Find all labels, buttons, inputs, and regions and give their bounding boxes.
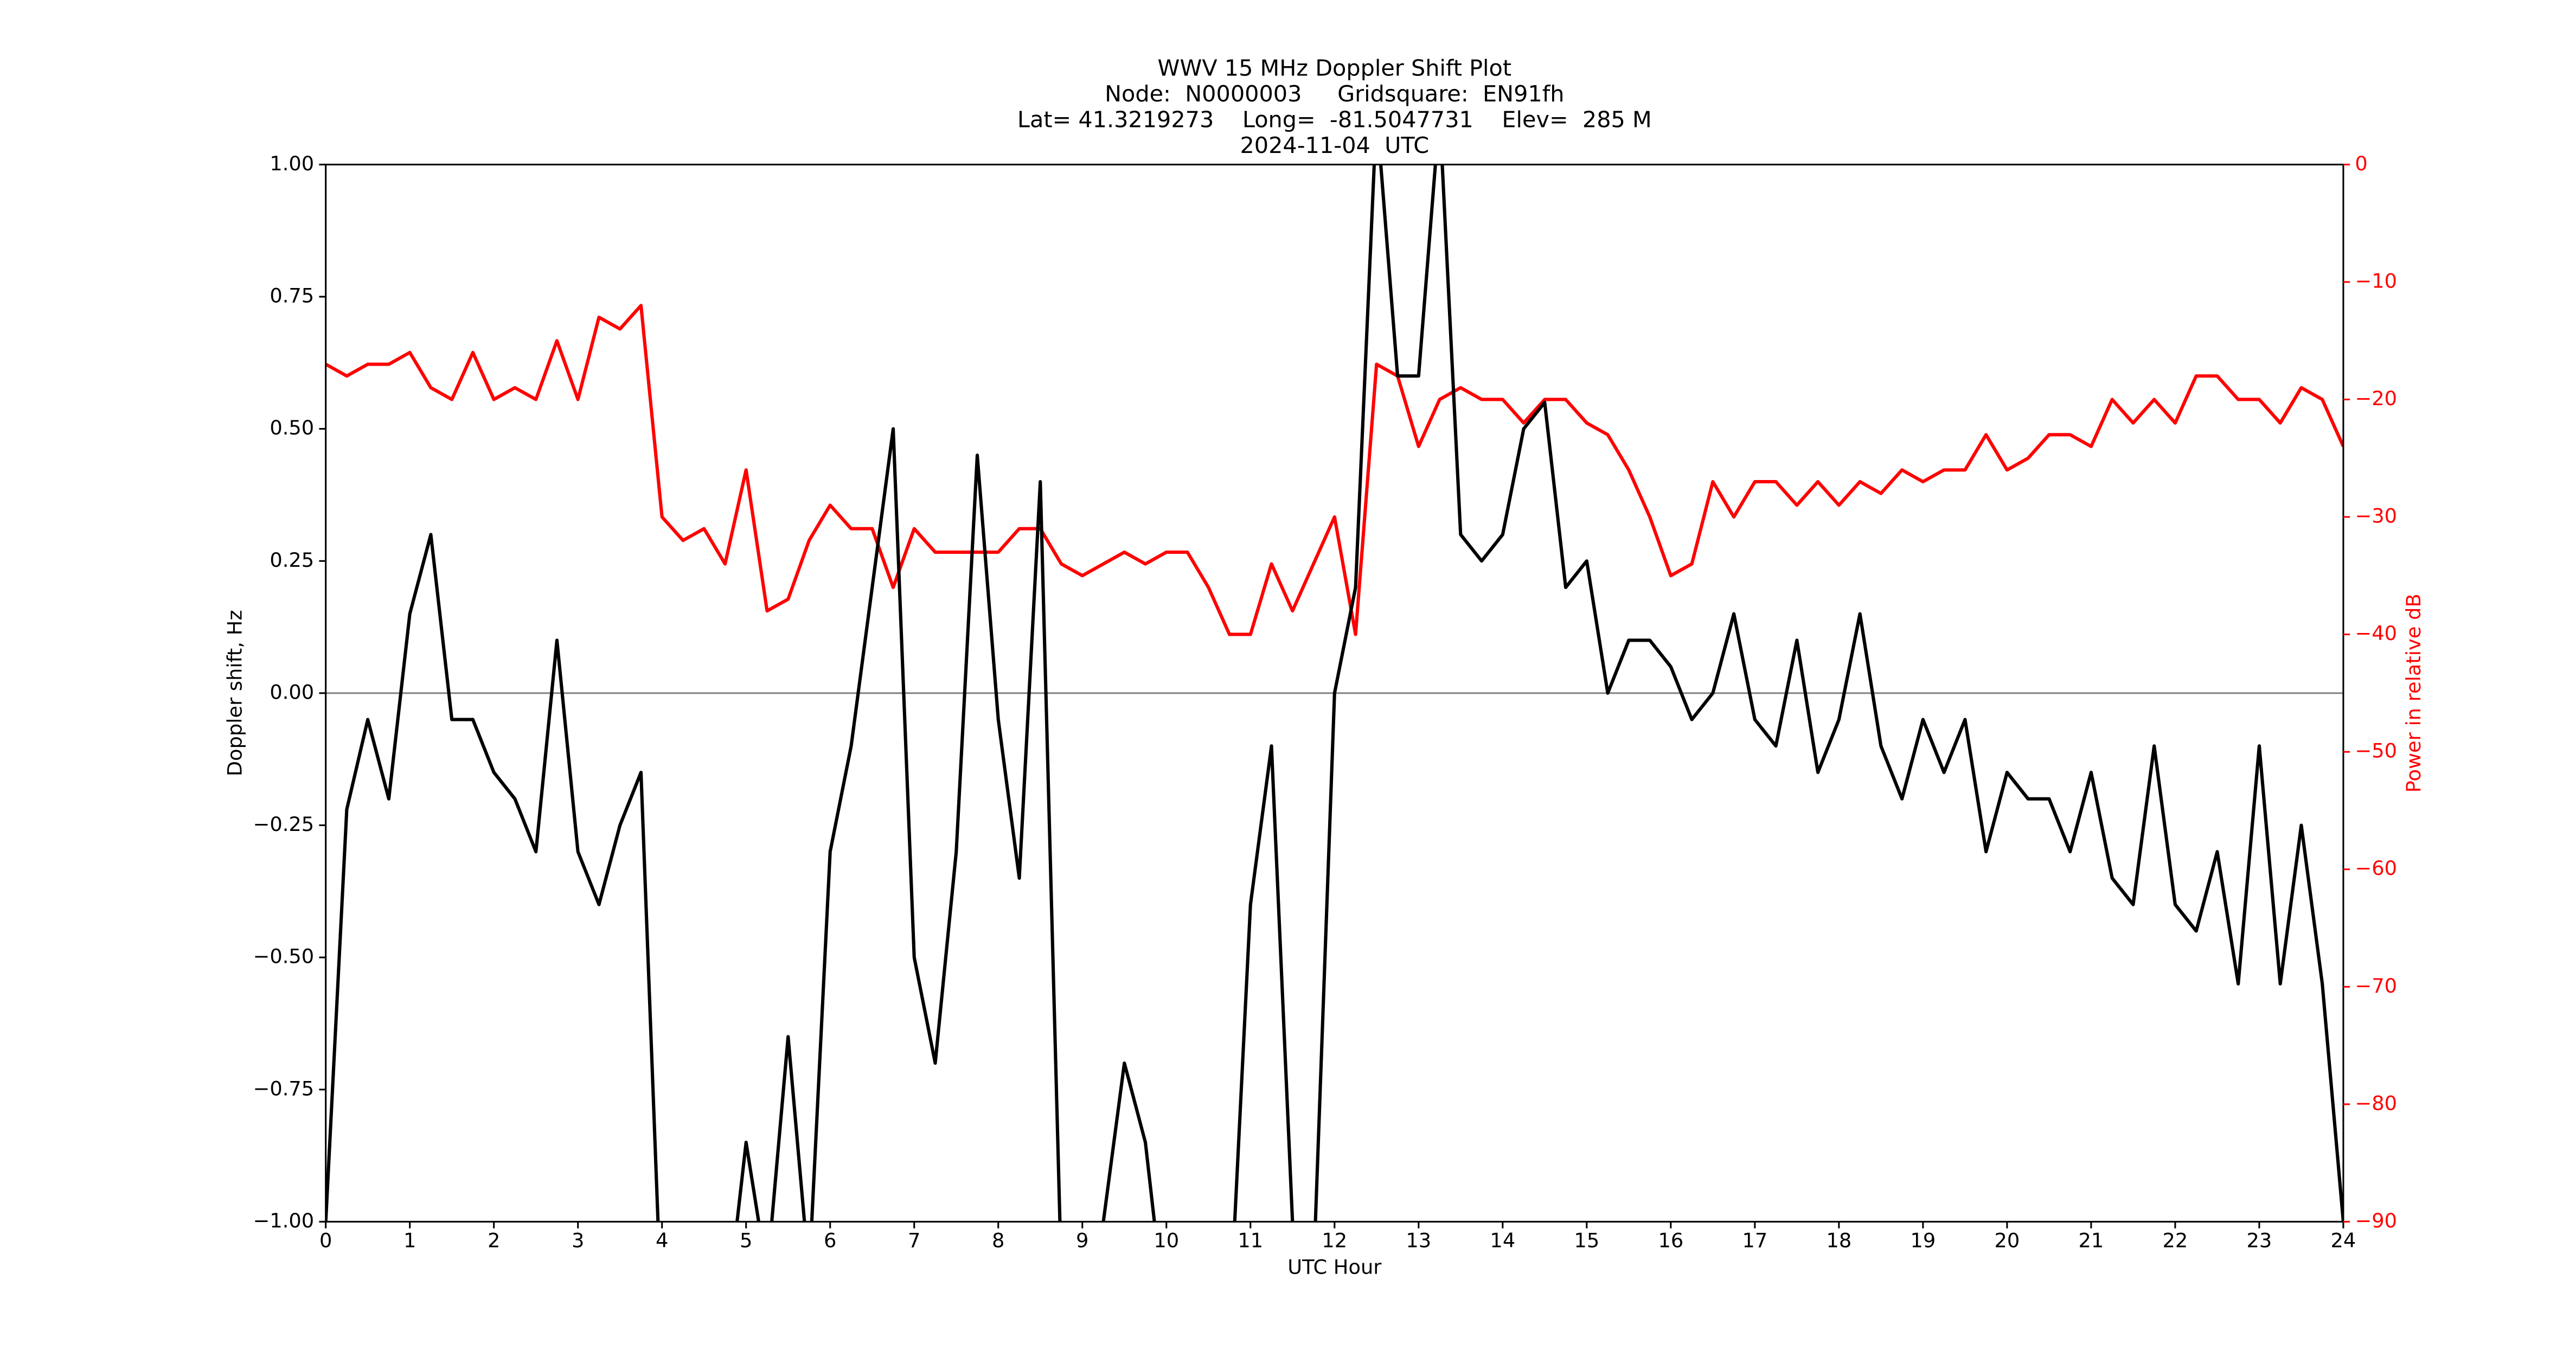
x-tick-label: 0 bbox=[319, 1229, 332, 1252]
y2-tick-label: −60 bbox=[2355, 856, 2397, 880]
x-tick-label: 10 bbox=[1154, 1229, 1179, 1252]
x-tick-label: 11 bbox=[1238, 1229, 1263, 1252]
plot-area bbox=[325, 164, 2343, 1222]
x-tick-label: 12 bbox=[1322, 1229, 1347, 1252]
y-tick-label: 0.00 bbox=[270, 680, 314, 703]
x-tick-label: 20 bbox=[1994, 1229, 2020, 1252]
x-tick-label: 9 bbox=[1076, 1229, 1088, 1252]
x-tick-label: 18 bbox=[1826, 1229, 1851, 1252]
y2-tick-label: −80 bbox=[2355, 1091, 2397, 1115]
y-tick-label: −1.00 bbox=[253, 1209, 315, 1232]
title: WWV 15 MHz Doppler Shift Plot bbox=[1158, 55, 1512, 81]
series-line bbox=[325, 304, 2343, 636]
x-tick-label: 7 bbox=[908, 1229, 920, 1252]
y-tick-label: −0.50 bbox=[253, 945, 315, 968]
y-tick-label: 0.75 bbox=[270, 284, 314, 308]
y2-tick-label: −40 bbox=[2355, 622, 2397, 645]
x-tick-label: 5 bbox=[740, 1229, 752, 1252]
x-tick-label: 17 bbox=[1742, 1229, 1767, 1252]
x-tick-label: 1 bbox=[403, 1229, 416, 1252]
x-tick-label: 2 bbox=[488, 1229, 500, 1252]
x-tick-label: 13 bbox=[1406, 1229, 1431, 1252]
y2-tick-label: −10 bbox=[2355, 269, 2397, 292]
x-tick-label: 24 bbox=[2331, 1229, 2356, 1252]
x-tick-label: 14 bbox=[1490, 1229, 1515, 1252]
y-tick-label: −0.75 bbox=[253, 1077, 315, 1100]
x-tick-label: 4 bbox=[656, 1229, 668, 1252]
x-axis-label: UTC Hour bbox=[1287, 1256, 1382, 1279]
title: Lat= 41.3219273 Long= -81.5047731 Elev= … bbox=[1017, 107, 1652, 133]
x-tick-label: 21 bbox=[2079, 1229, 2104, 1252]
y2-tick-label: −30 bbox=[2355, 504, 2397, 528]
y-axis-label: Doppler shift, Hz bbox=[223, 610, 247, 776]
x-tick-label: 8 bbox=[992, 1229, 1004, 1252]
x-tick-label: 3 bbox=[572, 1229, 584, 1252]
y2-tick-label: −20 bbox=[2355, 387, 2397, 410]
x-tick-label: 16 bbox=[1658, 1229, 1683, 1252]
y2-axis-label: Power in relative dB bbox=[2402, 593, 2425, 792]
y-tick-label: 0.25 bbox=[270, 548, 314, 572]
y2-tick-label: −50 bbox=[2355, 739, 2397, 763]
y2-tick-label: −70 bbox=[2355, 974, 2397, 997]
y2-tick-label: 0 bbox=[2355, 152, 2367, 175]
x-tick-label: 15 bbox=[1574, 1229, 1599, 1252]
y2-tick-label: −90 bbox=[2355, 1209, 2397, 1232]
y-tick-label: 0.50 bbox=[270, 416, 314, 439]
y-tick-label: −0.25 bbox=[253, 813, 315, 836]
x-tick-label: 22 bbox=[2163, 1229, 2188, 1252]
title: 2024-11-04 UTC bbox=[1240, 132, 1429, 158]
series-line bbox=[325, 164, 2343, 1222]
y-tick-label: 1.00 bbox=[270, 152, 314, 175]
x-tick-label: 6 bbox=[824, 1229, 836, 1252]
x-tick-label: 23 bbox=[2247, 1229, 2272, 1252]
x-tick-label: 19 bbox=[1910, 1229, 1936, 1252]
title: Node: N0000003 Gridsquare: EN91fh bbox=[1105, 81, 1564, 107]
